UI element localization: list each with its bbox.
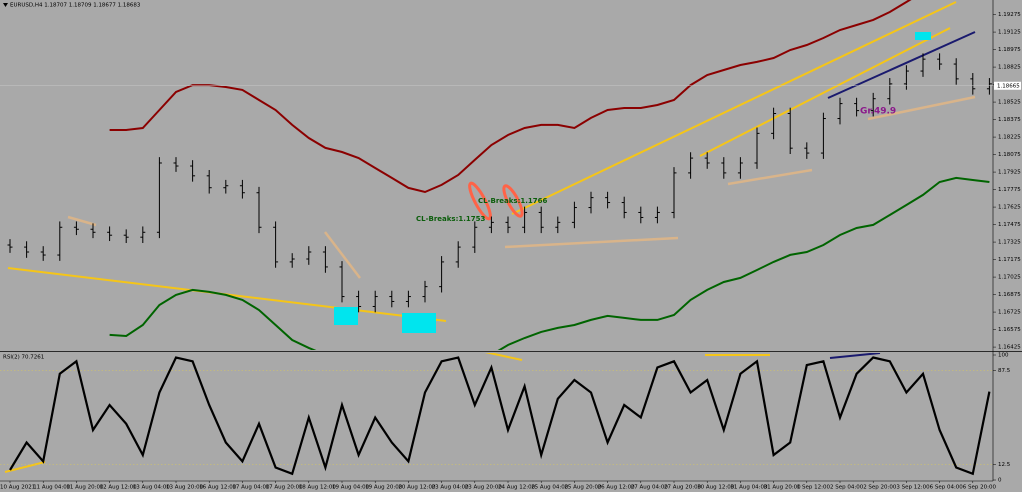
trend-line[interactable] <box>324 231 361 279</box>
x-tick-label: 23 Aug 20:00 <box>465 485 503 491</box>
y-tick-label: 1.18075 <box>998 152 1021 158</box>
upper-band <box>109 0 912 194</box>
price-panel <box>7 0 992 350</box>
break-marker[interactable] <box>501 184 526 219</box>
x-tick-label: 1 Sep 12:00 <box>797 485 831 491</box>
x-tick-label: 12 Aug 12:00 <box>100 485 138 491</box>
y-tick-label: 1.18825 <box>998 65 1021 71</box>
y-tick-label: 1.19125 <box>998 30 1021 36</box>
y-tick-label: 1.18225 <box>998 135 1021 141</box>
annotation: Gr.49.9 <box>860 107 896 117</box>
y-tick-label: 1.17775 <box>998 187 1021 193</box>
x-tick-label: 2 Sep 20:00 <box>863 485 897 491</box>
x-tick-label: 13 Aug 20:00 <box>166 485 204 491</box>
annotation: CL-Breaks:1.1753 <box>416 215 486 223</box>
zone-box[interactable] <box>915 32 931 40</box>
x-tick-label: 18 Aug 12:00 <box>299 485 337 491</box>
trend-line[interactable] <box>67 215 97 227</box>
trend-line[interactable] <box>511 1 957 215</box>
y-tick-label: 1.18375 <box>998 117 1021 123</box>
trend-line[interactable] <box>827 31 976 99</box>
current-price-label: 1.18665 <box>997 83 1020 89</box>
trend-line[interactable] <box>867 95 976 121</box>
x-tick-label: 6 Sep 04:00 <box>930 485 964 491</box>
zone-box[interactable] <box>334 307 358 325</box>
y-tick-label: 1.16875 <box>998 292 1021 298</box>
y-tick-label: 0 <box>998 478 1002 484</box>
x-tick-label: 11 Aug 20:00 <box>66 485 104 491</box>
annotation: CL-Breaks:1.1766 <box>478 197 548 205</box>
x-tick-label: 20 Aug 12:00 <box>398 485 436 491</box>
symbol-menu-arrow[interactable] <box>3 3 8 7</box>
x-tick-label: 26 Aug 12:00 <box>598 485 636 491</box>
y-tick-label: 1.18525 <box>998 100 1021 106</box>
y-tick-label: 1.19275 <box>998 12 1021 18</box>
trend-line[interactable] <box>727 168 813 186</box>
x-tick-label: 27 Aug 20:00 <box>664 485 702 491</box>
x-tick-label: 25 Aug 20:00 <box>564 485 602 491</box>
chart-title: EURUSD,H4 1.18707 1.18709 1.18677 1.1868… <box>10 3 141 9</box>
y-tick-label: 1.17325 <box>998 240 1021 246</box>
y-tick-label: 87.5 <box>998 368 1011 374</box>
x-tick-label: 25 Aug 04:00 <box>531 485 569 491</box>
x-tick-label: 16 Aug 12:00 <box>199 485 237 491</box>
x-tick-label: 31 Aug 04:00 <box>730 485 768 491</box>
y-tick-label: 12.5 <box>998 462 1011 468</box>
y-tick-label: 1.17025 <box>998 275 1021 281</box>
x-tick-label: 11 Aug 04:00 <box>33 485 71 491</box>
x-tick-label: 17 Aug 04:00 <box>232 485 270 491</box>
zone-box[interactable] <box>402 313 436 333</box>
drawn-objects <box>7 1 976 333</box>
y-tick-label: 1.17475 <box>998 222 1021 228</box>
y-tick-label: 1.17175 <box>998 257 1021 263</box>
x-tick-label: 3 Sep 12:00 <box>896 485 930 491</box>
x-tick-label: 6 Sep 20:00 <box>963 485 997 491</box>
trend-line[interactable] <box>484 352 523 361</box>
y-tick-label: 100 <box>998 353 1009 359</box>
rsi-panel <box>0 352 993 476</box>
rsi-line <box>9 356 991 476</box>
x-tick-label: 10 Aug 2021 <box>0 485 35 491</box>
x-tick-label: 2 Sep 04:00 <box>830 485 864 491</box>
y-tick-label: 1.17625 <box>998 205 1021 211</box>
x-tick-label: 19 Aug 20:00 <box>365 485 403 491</box>
y-tick-label: 1.16575 <box>998 327 1021 333</box>
lower-band <box>109 176 990 350</box>
x-tick-label: 30 Aug 12:00 <box>697 485 735 491</box>
x-tick-label: 19 Aug 04:00 <box>332 485 370 491</box>
x-tick-label: 31 Aug 20:00 <box>764 485 802 491</box>
x-tick-label: 23 Aug 04:00 <box>432 485 470 491</box>
break-marker[interactable] <box>466 181 494 221</box>
trend-line[interactable] <box>699 27 951 157</box>
trend-line[interactable] <box>829 353 881 359</box>
x-tick-label: 24 Aug 12:00 <box>498 485 536 491</box>
y-tick-label: 1.17925 <box>998 170 1021 176</box>
x-tick-label: 17 Aug 20:00 <box>266 485 304 491</box>
y-tick-label: 1.16425 <box>998 345 1021 351</box>
x-tick-label: 27 Aug 04:00 <box>631 485 669 491</box>
trend-line[interactable] <box>504 236 679 249</box>
current-price-box <box>994 81 1021 90</box>
rsi-title: RSI(2) 70.7261 <box>3 355 44 361</box>
y-tick-label: 1.18975 <box>998 47 1021 53</box>
trend-line[interactable] <box>4 461 46 473</box>
y-tick-label: 1.16725 <box>998 310 1021 316</box>
x-tick-label: 13 Aug 04:00 <box>133 485 171 491</box>
